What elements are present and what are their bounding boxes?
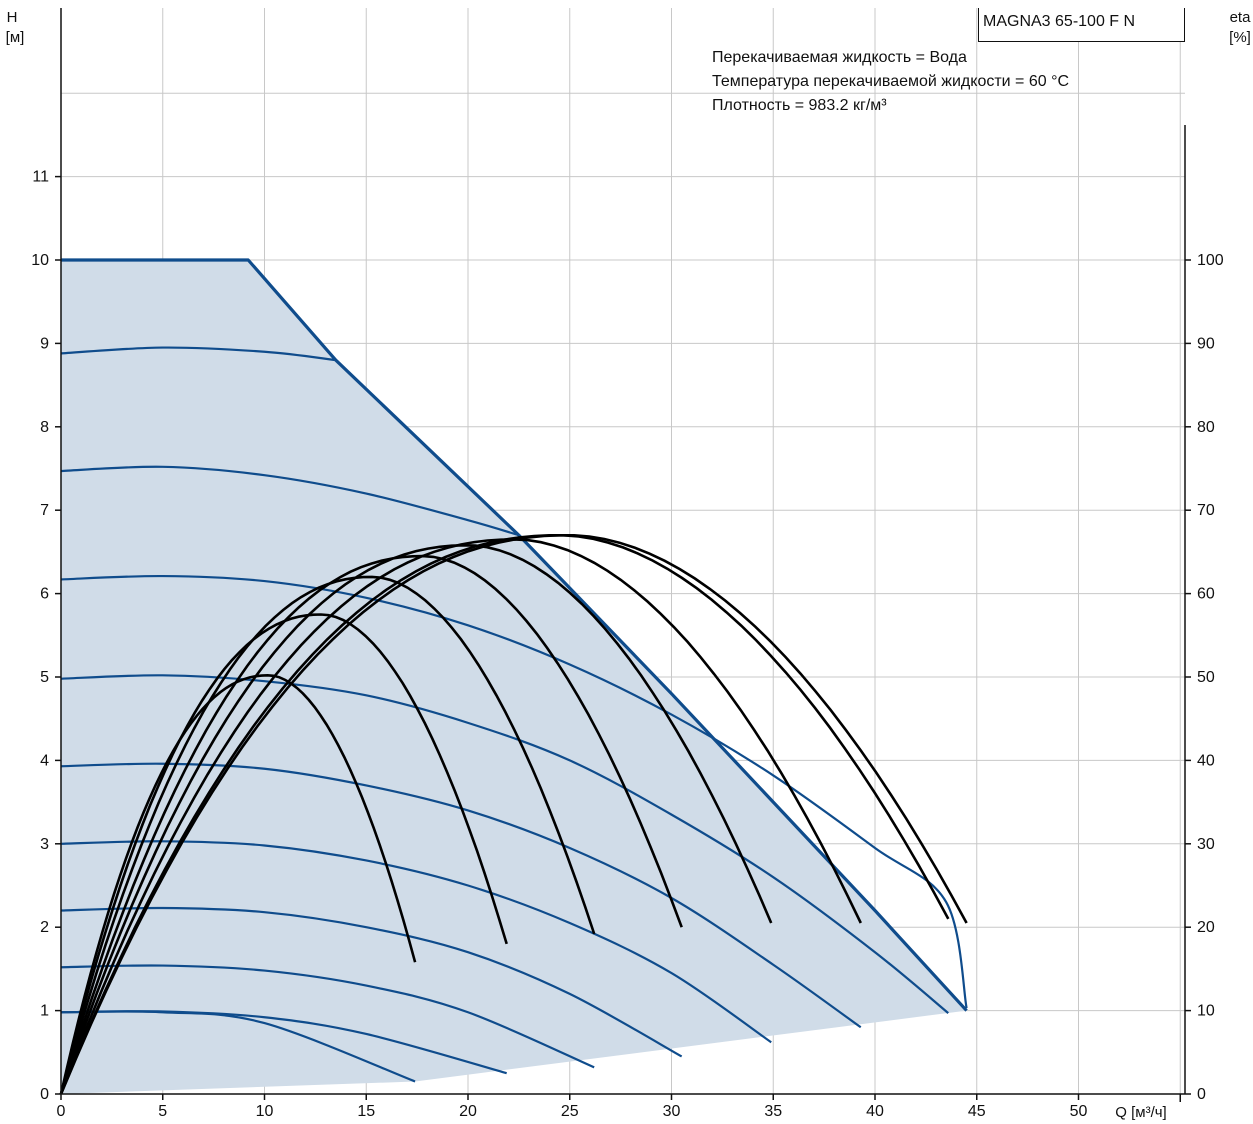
x-tick-label: 40 <box>866 1103 884 1120</box>
head-curve <box>60 964 595 1069</box>
head-curve <box>60 762 862 1029</box>
y-right-tick-label: 90 <box>1197 335 1215 352</box>
y-right-tick-label: 40 <box>1197 752 1215 769</box>
head-curve <box>60 465 520 537</box>
y-left-tick-label: 5 <box>40 669 49 686</box>
operating-area <box>61 260 967 1094</box>
y-right-tick-label: 70 <box>1197 502 1215 519</box>
x-tick-label: 30 <box>663 1103 681 1120</box>
efficiency-curve <box>59 673 417 1095</box>
efficiency-curve <box>59 538 862 1095</box>
efficiency-curve <box>59 554 683 1095</box>
head-curve <box>60 840 772 1044</box>
y-left-tick-label: 10 <box>31 252 49 269</box>
x-tick-label: 0 <box>57 1103 66 1120</box>
x-axis-title: Q [м³/ч] <box>1115 1104 1166 1121</box>
head-curve <box>60 906 683 1058</box>
head-curve <box>60 574 968 1009</box>
y-right-tick-label: 30 <box>1197 836 1215 853</box>
x-tick-label: 10 <box>256 1103 274 1120</box>
y-right-tick-label: 20 <box>1197 919 1215 936</box>
x-tick-label: 20 <box>459 1103 477 1120</box>
fluid-info-line: Температура перекачиваемой жидкости = 60… <box>712 73 1070 90</box>
axes: 0 5 10 15 20 25 30 35 40 45 5001234567891011010203… <box>31 8 1224 1120</box>
y-left-tick-label: 11 <box>32 169 49 186</box>
y-left-axis-unit: [м] <box>6 29 25 46</box>
y-left-tick-label: 6 <box>40 586 49 603</box>
y-right-tick-label: 60 <box>1197 586 1215 603</box>
fluid-info: Перекачиваемая жидкость = Вода Температу… <box>712 46 1069 118</box>
efficiency-curve <box>59 534 968 1095</box>
head-curve <box>60 346 336 362</box>
x-tick-label: 5 <box>158 1103 167 1120</box>
x-tick-label: 25 <box>561 1103 579 1120</box>
x-tick-label: 45 <box>968 1103 986 1120</box>
head-curve <box>60 1010 416 1083</box>
y-left-tick-label: 3 <box>40 836 49 853</box>
x-tick-label: 50 <box>1070 1103 1088 1120</box>
y-left-tick-label: 0 <box>40 1086 49 1103</box>
efficiency-curves <box>59 534 968 1095</box>
efficiency-curve <box>59 543 773 1095</box>
x-tick-label: 35 <box>764 1103 782 1120</box>
model-label: MAGNA3 65-100 F N <box>978 8 1185 42</box>
axis-labels: H [м] eta [%] Q [м³/ч] <box>6 9 1251 1121</box>
fluid-info-line: Перекачиваемая жидкость = Вода <box>712 49 967 66</box>
y-left-axis-title: H <box>7 9 18 26</box>
operating-area-fill <box>61 260 967 1094</box>
max-head-curve <box>61 258 968 1012</box>
y-left-tick-label: 7 <box>40 502 49 519</box>
y-right-tick-label: 100 <box>1197 252 1224 269</box>
x-tick-label: 15 <box>357 1103 375 1120</box>
y-right-tick-label: 50 <box>1197 669 1215 686</box>
y-left-tick-label: 8 <box>40 419 49 436</box>
y-left-tick-label: 2 <box>40 919 49 936</box>
y-left-tick-label: 9 <box>40 335 49 352</box>
head-curves <box>60 258 968 1083</box>
y-left-tick-label: 1 <box>40 1003 49 1020</box>
y-right-axis-title: eta <box>1230 9 1252 26</box>
y-left-tick-label: 4 <box>40 752 49 769</box>
y-right-tick-label: 0 <box>1197 1086 1206 1103</box>
y-right-axis-unit: [%] <box>1229 29 1251 46</box>
efficiency-curve <box>59 534 950 1095</box>
y-right-tick-label: 80 <box>1197 419 1215 436</box>
fluid-info-line: Плотность = 983.2 кг/м³ <box>712 97 887 114</box>
y-right-tick-label: 10 <box>1197 1003 1215 1020</box>
